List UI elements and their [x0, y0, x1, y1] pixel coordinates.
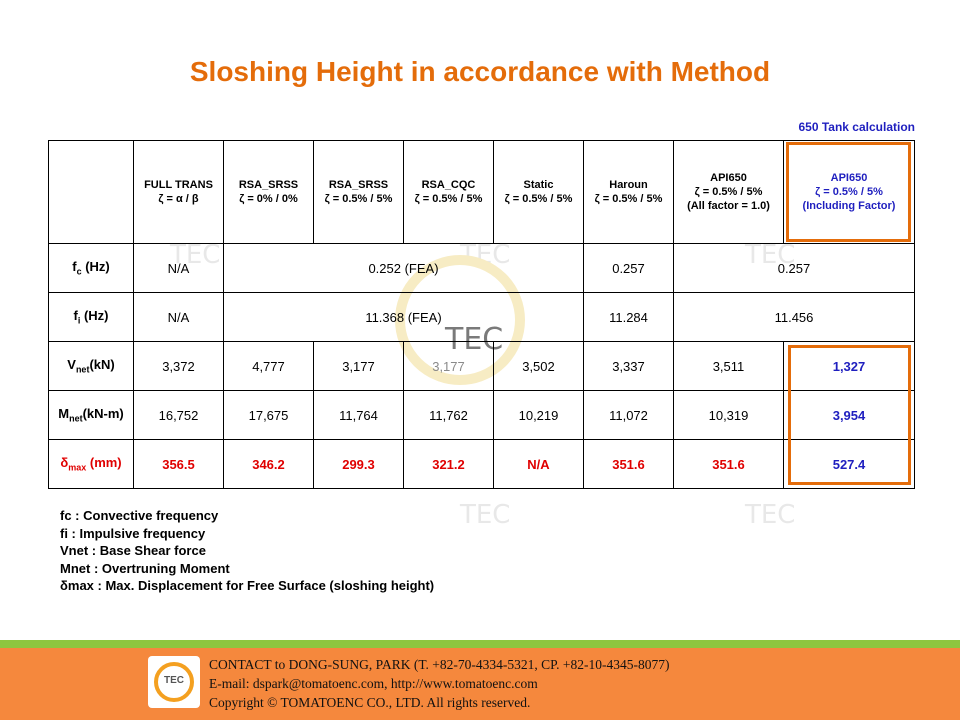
- legend-item: fi : Impulsive frequency: [60, 525, 206, 541]
- footer-contact: CONTACT to DONG-SUNG, PARK (T. +82-70-43…: [209, 655, 670, 712]
- watermark-text: TEC: [745, 500, 796, 530]
- page-title: Sloshing Height in accordance with Metho…: [189, 56, 771, 87]
- table-cell-merged: 11.368 (FEA): [223, 292, 584, 342]
- table-cell: 351.6: [583, 439, 674, 489]
- table-row: δmax (mm) 356.5 346.2 299.3 321.2 N/A 35…: [48, 439, 915, 489]
- table-cell: 4,777: [223, 341, 314, 391]
- table-cell-highlighted: 1,327: [783, 341, 915, 391]
- table-row: fi (Hz) N/A 11.368 (FEA) 11.284 11.456: [48, 292, 915, 342]
- table-cell: 3,177: [403, 341, 494, 391]
- table-cell: 356.5: [133, 439, 224, 489]
- table-cell: 346.2: [223, 439, 314, 489]
- footer-email-line: E-mail: dspark@tomatoenc.com, http://www…: [209, 676, 538, 691]
- table-cell: 17,675: [223, 390, 314, 440]
- table-cell-highlighted: 527.4: [783, 439, 915, 489]
- legend: fc : Convective frequency fi : Impulsive…: [60, 507, 434, 595]
- table-cell: 10,219: [493, 390, 584, 440]
- table-cell: 10,319: [673, 390, 784, 440]
- row-label: fi (Hz): [48, 292, 134, 342]
- table-cell: N/A: [133, 243, 224, 293]
- table-cell: 3,502: [493, 341, 584, 391]
- table-cell-merged: 11.456: [673, 292, 915, 342]
- column-header-highlighted: API650 ζ = 0.5% / 5% (Including Factor): [783, 140, 915, 244]
- column-header: RSA_SRSS ζ = 0% / 0%: [223, 140, 314, 244]
- table-cell: 11,072: [583, 390, 674, 440]
- footer-contact-line: CONTACT to DONG-SUNG, PARK (T. +82-70-43…: [209, 657, 670, 672]
- row-label: Mnet(kN-m): [48, 390, 134, 440]
- table-cell: 3,177: [313, 341, 404, 391]
- column-header: FULL TRANS ζ = α / β: [133, 140, 224, 244]
- table-row: fc (Hz) N/A 0.252 (FEA) 0.257 0.257: [48, 243, 915, 293]
- logo-text: TEC: [164, 675, 184, 686]
- legend-item: δmax : Max. Displacement for Free Surfac…: [60, 578, 435, 593]
- logo-ring-icon: [154, 662, 194, 702]
- table-cell: 3,337: [583, 341, 674, 391]
- column-header: Static ζ = 0.5% / 5%: [493, 140, 584, 244]
- sloshing-table: FULL TRANS ζ = α / β RSA_SRSS ζ = 0% / 0% …: [48, 140, 915, 489]
- table-cell: 3,511: [673, 341, 784, 391]
- table-row: Mnet(kN-m) 16,752 17,675 11,764 11,762 1…: [48, 390, 915, 440]
- legend-item: Vnet : Base Shear force: [60, 543, 206, 558]
- table-cell: 299.3: [313, 439, 404, 489]
- table-cell: N/A: [133, 292, 224, 342]
- table-cell: 11,764: [313, 390, 404, 440]
- header-corner: [48, 140, 134, 244]
- table-cell: 3,372: [133, 341, 224, 391]
- header-row: FULL TRANS ζ = α / β RSA_SRSS ζ = 0% / 0% …: [48, 140, 915, 244]
- company-logo: TEC: [148, 656, 200, 708]
- table-cell: 16,752: [133, 390, 224, 440]
- legend-item: fc : Convective frequency: [60, 508, 219, 523]
- table-cell-merged: 0.257: [673, 243, 915, 293]
- table-row: Vnet(kN) 3,372 4,777 3,177 3,177 3,502 3…: [48, 341, 915, 391]
- table-cell: N/A: [493, 439, 584, 489]
- table-cell: 11,762: [403, 390, 494, 440]
- row-label: Vnet(kN): [48, 341, 134, 391]
- footer-accent-bar: [0, 640, 960, 648]
- table-cell: 321.2: [403, 439, 494, 489]
- footer-copyright-line: Copyright © TOMATOENC CO., LTD. All righ…: [209, 695, 531, 710]
- column-header: API650 ζ = 0.5% / 5% (All factor = 1.0): [673, 140, 784, 244]
- tank-calculation-note: 650 Tank calculation: [798, 120, 916, 134]
- row-label: fc (Hz): [48, 243, 134, 293]
- column-header: RSA_CQC ζ = 0.5% / 5%: [403, 140, 494, 244]
- watermark-text: TEC: [460, 500, 511, 530]
- column-header: Haroun ζ = 0.5% / 5%: [583, 140, 674, 244]
- table-cell: 11.284: [583, 292, 674, 342]
- table-cell-merged: 0.252 (FEA): [223, 243, 584, 293]
- table-cell: 0.257: [583, 243, 674, 293]
- column-header: RSA_SRSS ζ = 0.5% / 5%: [313, 140, 404, 244]
- row-label: δmax (mm): [48, 439, 134, 489]
- table-cell-highlighted: 3,954: [783, 390, 915, 440]
- legend-item: Mnet : Overtruning Moment: [60, 560, 230, 576]
- table-cell: 351.6: [673, 439, 784, 489]
